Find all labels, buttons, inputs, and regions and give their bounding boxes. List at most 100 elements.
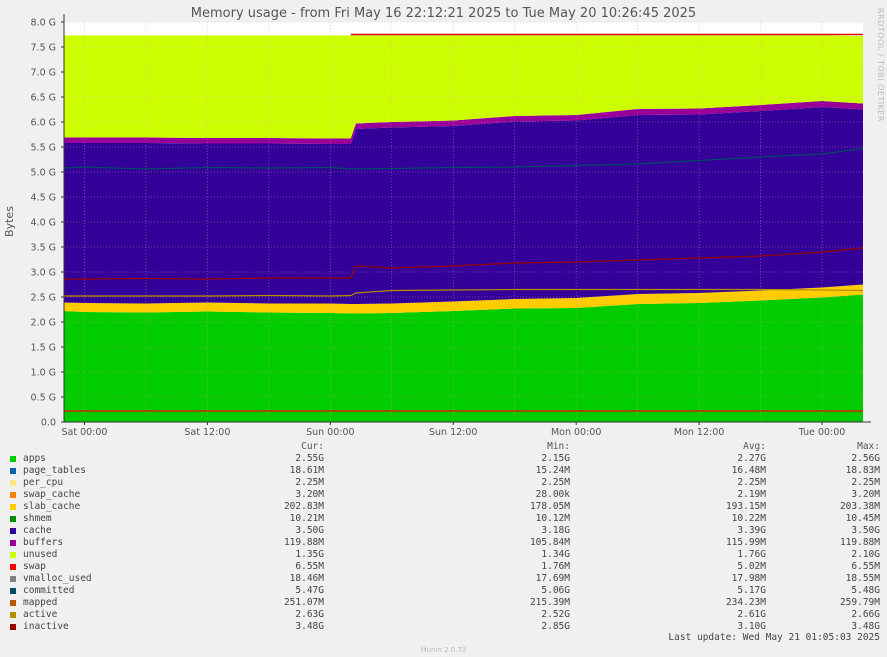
legend-name: swap: [23, 561, 46, 572]
area-apps: [64, 294, 863, 422]
legend-avg: 17.98M: [731, 573, 766, 584]
legend-max: 119.88M: [839, 537, 880, 548]
legend-max: 3.20M: [851, 489, 880, 500]
legend-max: 10.45M: [845, 513, 880, 524]
last-update: Last update: Wed May 21 01:05:03 2025: [668, 632, 880, 643]
legend-name: apps: [23, 453, 46, 464]
legend-min: 5.06G: [541, 585, 570, 596]
legend-max: 6.55M: [851, 561, 880, 572]
x-tick-label: Mon 00:00: [551, 427, 601, 438]
legend-cur: 3.20M: [295, 489, 324, 500]
legend-cur: 2.25M: [295, 477, 324, 488]
legend-cur: 202.83M: [283, 501, 324, 512]
y-tick-label: 5.5 G: [31, 143, 57, 154]
legend-row-vmalloc-used: vmalloc_used 18.46M 17.69M 17.98M 18.55M: [10, 573, 882, 585]
legend-swatch: [10, 564, 16, 570]
area-unused: [64, 35, 863, 139]
x-tick-label: Sat 12:00: [184, 427, 230, 438]
legend-avg: 115.99M: [725, 537, 766, 548]
legend-name: unused: [23, 549, 58, 560]
chart-title: Memory usage - from Fri May 16 22:12:21 …: [190, 6, 697, 21]
legend-min: 215.39M: [529, 597, 570, 608]
legend-name: slab_cache: [23, 501, 81, 512]
y-tick-label: 1.5 G: [31, 343, 57, 354]
legend-row-shmem: shmem 10.21M 10.12M 10.22M 10.45M: [10, 513, 882, 525]
legend-min: 1.76M: [541, 561, 570, 572]
legend-swatch: [10, 612, 16, 618]
y-tick-label: 2.0 G: [31, 318, 57, 329]
legend-min: 17.69M: [535, 573, 570, 584]
legend-header-avg: Avg:: [743, 441, 766, 452]
legend-min: 105.84M: [529, 537, 570, 548]
legend-avg: 2.27G: [737, 453, 766, 464]
y-tick-label: 4.5 G: [31, 193, 57, 204]
legend: Cur: Min: Avg: Max: apps 2.55G 2.15G 2.27G 2…: [10, 441, 882, 633]
legend-row-page-tables: page_tables 18.61M 15.24M 16.48M 18.83M: [10, 465, 882, 477]
legend-row-slab-cache: slab_cache 202.83M 178.05M 193.15M 203.38M: [10, 501, 882, 513]
legend-row-cache: cache 3.50G 3.18G 3.39G 3.50G: [10, 525, 882, 537]
legend-min: 10.12M: [535, 513, 570, 524]
legend-swatch: [10, 588, 16, 594]
y-tick-label: 2.5 G: [31, 293, 57, 304]
legend-avg: 193.15M: [725, 501, 766, 512]
legend-avg: 234.23M: [725, 597, 766, 608]
legend-max: 259.79M: [839, 597, 880, 608]
legend-min: 178.05M: [529, 501, 570, 512]
y-tick-label: 7.0 G: [31, 68, 57, 79]
legend-name: page_tables: [23, 465, 86, 476]
y-tick-label: 6.5 G: [31, 93, 57, 104]
line-active: [64, 288, 864, 297]
legend-swatch: [10, 456, 16, 462]
legend-min: 2.25M: [541, 477, 570, 488]
legend-avg: 2.19M: [737, 489, 766, 500]
legend-swatch: [10, 552, 16, 558]
legend-avg: 3.10G: [737, 621, 766, 632]
area-buffers: [64, 101, 863, 144]
munin-version: Munin 2.0.73: [420, 646, 467, 654]
legend-avg: 1.76G: [737, 549, 766, 560]
legend-avg: 5.02M: [737, 561, 766, 572]
legend-cur: 119.88M: [283, 537, 324, 548]
legend-max: 3.48G: [851, 621, 880, 632]
legend-max: 2.25M: [851, 477, 880, 488]
legend-row-inactive: inactive 3.48G 2.85G 3.10G 3.48G: [10, 621, 882, 633]
legend-min: 1.34G: [541, 549, 570, 560]
legend-cur: 2.63G: [295, 609, 324, 620]
legend-min: 2.85G: [541, 621, 570, 632]
y-tick-label: 7.5 G: [31, 43, 57, 54]
legend-row-mapped: mapped 251.07M 215.39M 234.23M 259.79M: [10, 597, 882, 609]
x-tick-label: Sun 00:00: [306, 427, 354, 438]
legend-name: swap_cache: [23, 489, 81, 500]
x-tick-label: Sat 00:00: [61, 427, 107, 438]
y-tick-label: 0.0: [41, 418, 56, 429]
legend-avg: 5.17G: [737, 585, 766, 596]
legend-row-committed: committed 5.47G 5.06G 5.17G 5.48G: [10, 585, 882, 597]
legend-cur: 3.48G: [295, 621, 324, 632]
legend-min: 2.52G: [541, 609, 570, 620]
legend-avg: 10.22M: [731, 513, 766, 524]
legend-cur: 5.47G: [295, 585, 324, 596]
x-tick-label: Sun 12:00: [429, 427, 477, 438]
legend-swatch: [10, 504, 16, 510]
legend-header: Cur: Min: Avg: Max:: [10, 441, 882, 453]
legend-cur: 6.55M: [295, 561, 324, 572]
legend-max: 203.38M: [839, 501, 880, 512]
legend-max: 2.10G: [851, 549, 880, 560]
legend-cur: 3.50G: [295, 525, 324, 536]
legend-swatch: [10, 516, 16, 522]
legend-cur: 251.07M: [283, 597, 324, 608]
legend-row-buffers: buffers 119.88M 105.84M 115.99M 119.88M: [10, 537, 882, 549]
area-cache: [64, 107, 863, 304]
legend-swatch: [10, 480, 16, 486]
legend-max: 2.66G: [851, 609, 880, 620]
legend-header-cur: Cur:: [301, 441, 324, 452]
rrdtool-watermark: RRDTOOL / TOBI OETIKER: [876, 8, 885, 123]
y-tick-label: 0.5 G: [31, 393, 57, 404]
legend-row-active: active 2.63G 2.52G 2.61G 2.66G: [10, 609, 882, 621]
legend-row-apps: apps 2.55G 2.15G 2.27G 2.56G: [10, 453, 882, 465]
legend-swatch: [10, 468, 16, 474]
legend-row-unused: unused 1.35G 1.34G 1.76G 2.10G: [10, 549, 882, 561]
legend-avg: 2.25M: [737, 477, 766, 488]
legend-name: shmem: [23, 513, 52, 524]
y-tick-label: 5.0 G: [31, 168, 57, 179]
